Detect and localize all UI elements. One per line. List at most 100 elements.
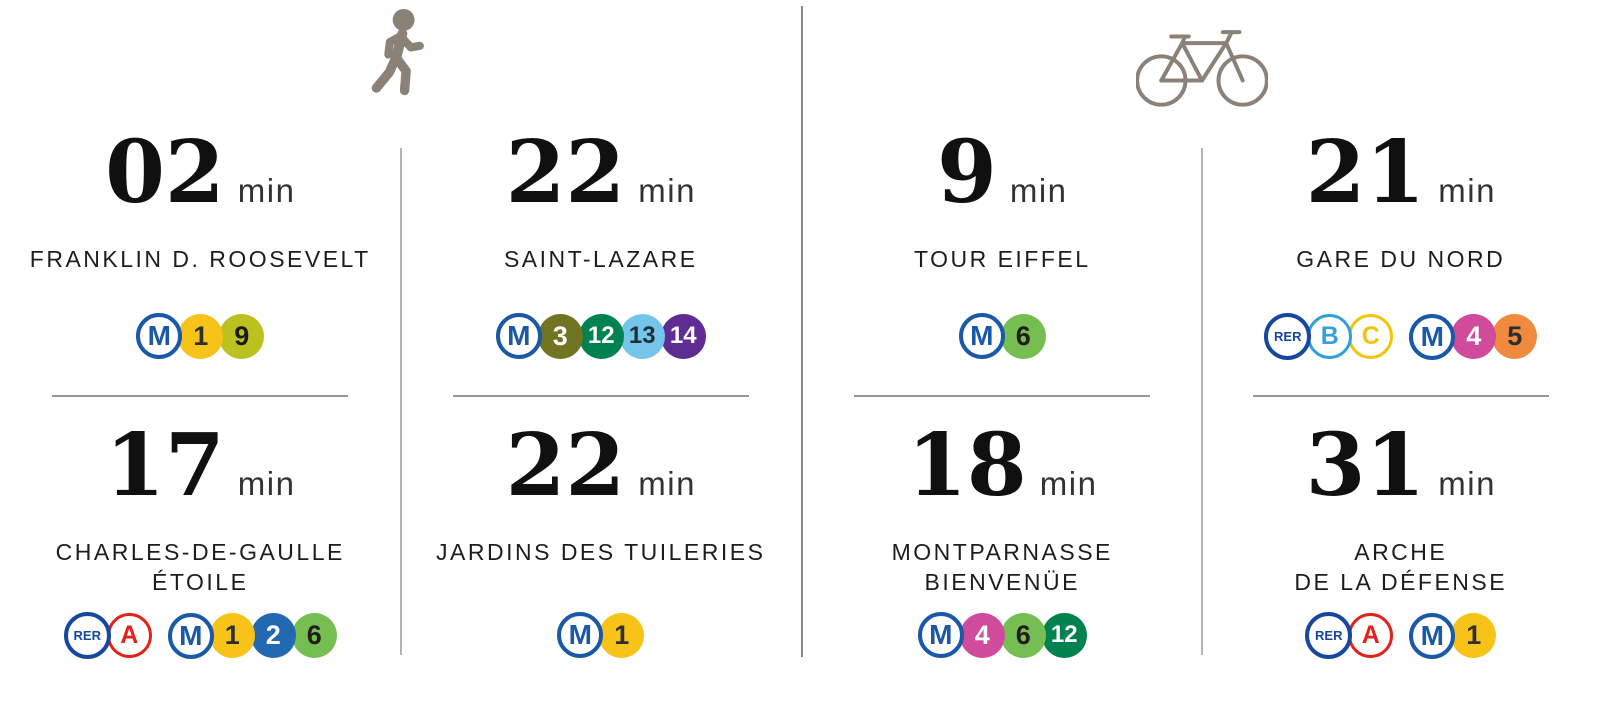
station-name: FRANKLIN D. ROOSEVELT (29, 246, 371, 273)
station-name: SAINT-LAZARE (503, 246, 698, 273)
time-value: 22 (505, 122, 626, 223)
time-value: 02 (105, 122, 225, 223)
row-divider (1252, 395, 1549, 397)
bicycle-icon (1135, 30, 1268, 107)
transit-cell-gare-du-nord: 21 min GARE DU NORD RER B C M 4 5 (1202, 129, 1600, 395)
metro-line-badge: 1 (178, 313, 224, 359)
metro-line-badge: 6 (1000, 612, 1046, 658)
time-unit: min (237, 465, 296, 502)
row-divider (854, 395, 1151, 397)
time-value: 17 (105, 415, 225, 516)
transit-badges: M 4 6 12 (917, 612, 1087, 659)
transit-line-group: M 4 6 12 (917, 612, 1087, 659)
metro-line-badge: 6 (291, 613, 337, 659)
metro-line-badge: 1 (1451, 613, 1497, 659)
metro-line-badge: 13 (619, 313, 665, 359)
bike-column-2: 21 min GARE DU NORD RER B C M 4 5 31 min ARCH… (1202, 129, 1600, 723)
rer-roundel-badge: RER (1305, 612, 1353, 660)
row-divider (452, 395, 749, 397)
travel-time: 02 min (105, 122, 296, 223)
time-unit: min (237, 172, 296, 209)
metro-line-badge: 12 (1041, 612, 1087, 658)
station-name: TOUR EIFFEL (913, 246, 1091, 273)
station-name: MONTPARNASSE BIENVENÜE (891, 539, 1113, 596)
rer-line-badge: B (1307, 314, 1353, 360)
metro-roundel-badge: M (917, 612, 964, 659)
time-value: 31 (1305, 415, 1426, 516)
transit-cell-arche-defense: 31 min ARCHE DE LA DÉFENSE RER A M 1 (1202, 397, 1600, 723)
station-name: JARDINS DES TUILERIES (436, 539, 766, 566)
time-unit: min (638, 172, 696, 209)
transit-line-group: RER A (1305, 612, 1394, 660)
rer-roundel-badge: RER (1264, 313, 1312, 361)
metro-line-badge: 5 (1492, 314, 1538, 360)
rer-line-badge: A (1348, 613, 1394, 659)
metro-line-badge: 1 (599, 612, 645, 658)
transit-line-group: RER B C (1264, 313, 1394, 361)
transit-line-group: RER A (63, 612, 152, 660)
rer-line-badge: A (106, 613, 152, 659)
metro-line-badge: 3 (537, 313, 583, 359)
time-unit: min (638, 465, 696, 502)
travel-time: 31 min (1305, 415, 1496, 516)
walk-column-2: 22 min SAINT-LAZARE M 3 12 13 14 22 min JARD… (401, 122, 802, 723)
transit-cell-saint-lazare: 22 min SAINT-LAZARE M 3 12 13 14 (401, 122, 802, 395)
walking-person-icon (371, 8, 424, 96)
metro-roundel-badge: M (136, 313, 183, 360)
column-divider (399, 148, 402, 655)
metro-roundel-badge: M (1409, 313, 1456, 360)
travel-time: 22 min (506, 422, 696, 508)
metro-line-badge: 4 (1451, 314, 1497, 360)
metro-line-badge: 4 (959, 612, 1005, 658)
station-name: ARCHE DE LA DÉFENSE (1294, 539, 1508, 596)
rer-line-badge: C (1348, 314, 1394, 360)
time-unit: min (1009, 172, 1068, 209)
bike-section-header (803, 0, 1600, 130)
metro-roundel-badge: M (557, 612, 604, 659)
time-value: 18 (907, 415, 1027, 516)
rer-roundel-badge: RER (63, 612, 111, 660)
transit-cell-montparnasse: 18 min MONTPARNASSE BIENVENÜE M 4 6 12 (803, 397, 1202, 723)
metro-line-badge: 12 (578, 313, 624, 359)
time-unit: min (1039, 465, 1098, 502)
metro-roundel-badge: M (167, 612, 214, 659)
transit-badges: RER B C M 4 5 (1264, 313, 1538, 361)
travel-time: 9 min (937, 129, 1068, 215)
travel-time: 17 min (105, 415, 296, 516)
transit-badges: RER A M 1 (1305, 612, 1497, 660)
center-divider (801, 6, 803, 657)
metro-line-badge: 1 (209, 613, 255, 659)
metro-line-badge: 9 (219, 313, 265, 359)
metro-line-badge: 6 (1000, 313, 1046, 359)
travel-time: 22 min (505, 122, 696, 223)
transit-line-group: M 3 12 13 14 (495, 313, 706, 360)
travel-time: 18 min (907, 415, 1098, 516)
metro-roundel-badge: M (958, 313, 1005, 360)
station-name: GARE DU NORD (1296, 246, 1506, 273)
station-name: CHARLES-DE-GAULLE ÉTOILE (55, 539, 345, 596)
walk-section-header (0, 0, 801, 130)
travel-time: 21 min (1306, 129, 1496, 215)
time-unit: min (1438, 465, 1496, 502)
column-divider (1200, 148, 1203, 655)
metro-line-badge: 2 (250, 613, 296, 659)
